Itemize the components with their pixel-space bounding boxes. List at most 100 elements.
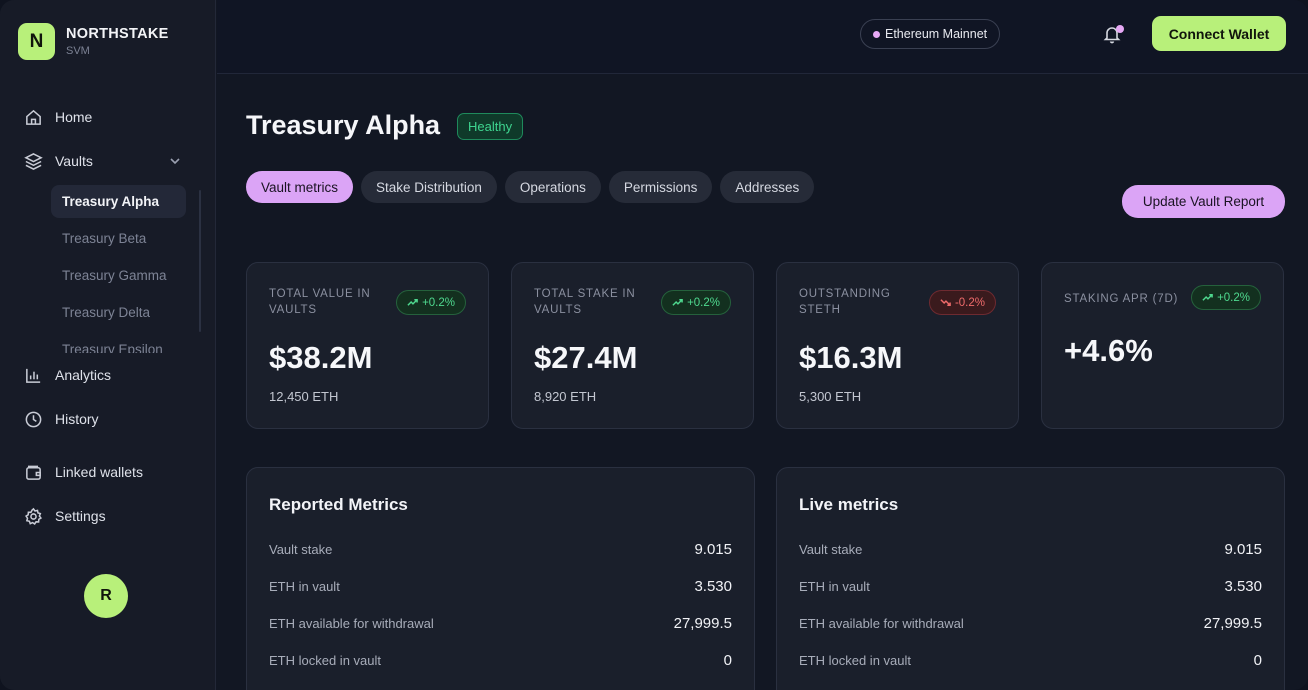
sidebar-item-label: History: [55, 411, 99, 427]
metric-value: 27,999.5: [673, 614, 732, 632]
stat-card-total-stake: TOTAL STAKE IN VAULTS +0.2% $27.4M 8,920…: [511, 262, 754, 429]
avatar[interactable]: R: [84, 574, 128, 618]
brand[interactable]: N NORTHSTAKE SVM: [18, 23, 169, 60]
metric-row: ETH available for withdrawal 27,999.5: [269, 613, 732, 633]
status-dot-icon: [873, 30, 880, 38]
topbar: Ethereum Mainnet Connect Wallet: [217, 0, 1308, 74]
change-badge: +0.2%: [396, 290, 466, 315]
stat-card-outstanding-steth: OUTSTANDING STETH -0.2% $16.3M 5,300 ETH: [776, 262, 1019, 429]
sidebar-item-vaults[interactable]: Vaults: [24, 150, 93, 172]
tab-vault-metrics[interactable]: Vault metrics: [246, 171, 354, 203]
card-title: Live metrics: [799, 495, 899, 514]
metric-label: ETH in vault: [799, 578, 870, 594]
metric-row: ETH locked in vault 0: [269, 650, 732, 670]
change-badge: -0.2%: [928, 290, 996, 315]
metric-label: ETH locked in vault: [799, 652, 911, 668]
bar-chart-icon: [26, 368, 41, 383]
stat-sub: 12,450 ETH: [269, 389, 339, 404]
live-metrics-card: Live metrics Vault stake 9.015 ETH in va…: [776, 467, 1285, 690]
metric-row: ETH locked in vault 0: [799, 650, 1262, 670]
trend-up-icon: [672, 299, 683, 306]
trend-down-icon: [940, 299, 951, 306]
metric-row: ETH in vault 3.530: [269, 576, 732, 596]
brand-logo: N: [18, 23, 55, 60]
tab-operations[interactable]: Operations: [504, 171, 601, 203]
clock-icon: [25, 411, 42, 427]
sidebar-item-label: Vaults: [55, 153, 93, 169]
status-badge: Healthy: [457, 113, 524, 140]
metric-row: ETH available for withdrawal 27,999.5: [799, 613, 1262, 633]
brand-subtitle: SVM: [66, 45, 90, 57]
update-vault-report-button[interactable]: Update Vault Report: [1122, 185, 1285, 218]
metric-value: 0: [1253, 651, 1262, 669]
sidebar-item-settings[interactable]: Settings: [24, 505, 106, 527]
stat-label: TOTAL VALUE IN VAULTS: [269, 288, 371, 316]
metric-label: ETH available for withdrawal: [269, 615, 434, 631]
stat-value: $16.3M: [799, 340, 903, 375]
metric-label: ETH in vault: [269, 578, 340, 594]
card-title: Reported Metrics: [269, 495, 408, 514]
metric-value: 27,999.5: [1203, 614, 1262, 632]
trend-up-icon: [407, 299, 418, 306]
sidebar-item-history[interactable]: History: [24, 408, 99, 430]
vault-item-treasury-beta[interactable]: Treasury Beta: [62, 231, 147, 246]
metric-label: ETH locked in vault: [269, 652, 381, 668]
metric-value: 3.530: [1224, 577, 1262, 595]
stat-card-staking-apr: STAKING APR (7D) +0.2% +4.6%: [1041, 262, 1284, 429]
sidebar-item-label: Analytics: [55, 367, 112, 383]
network-label: Ethereum Mainnet: [885, 27, 988, 41]
change-badge: +0.2%: [1191, 285, 1261, 310]
metric-value: 9.015: [1224, 540, 1262, 558]
change-value: -0.2%: [954, 296, 985, 309]
stat-sub: 8,920 ETH: [534, 389, 597, 404]
network-selector[interactable]: Ethereum Mainnet: [860, 19, 1001, 49]
metric-value: 9.015: [694, 540, 732, 558]
page-title: Treasury Alpha: [246, 110, 441, 140]
metric-value: 3.530: [694, 577, 732, 595]
metric-row: ETH in vault 3.530: [799, 576, 1262, 596]
sidebar-item-label: Settings: [55, 508, 106, 524]
sidebar-item-analytics[interactable]: Analytics: [24, 364, 111, 386]
stat-label: STAKING APR (7D): [1064, 293, 1179, 305]
sidebar-item-home[interactable]: Home: [24, 106, 92, 128]
change-value: +0.2%: [1217, 291, 1250, 304]
metric-value: 0: [723, 651, 732, 669]
notification-badge: [1116, 25, 1124, 33]
metric-row: Vault stake 9.015: [269, 539, 732, 559]
chevron-down-icon[interactable]: [168, 154, 182, 168]
stat-value: $27.4M: [534, 340, 638, 375]
metric-label: Vault stake: [269, 541, 333, 557]
sidebar-item-linked-wallets[interactable]: Linked wallets: [24, 461, 143, 483]
reported-metrics-card: Reported Metrics Vault stake 9.015 ETH i…: [246, 467, 755, 690]
sidebar: N NORTHSTAKE SVM Home Vaults Treasury Al…: [0, 0, 216, 690]
tab-permissions[interactable]: Permissions: [608, 171, 713, 203]
vault-item-treasury-gamma[interactable]: Treasury Gamma: [62, 268, 167, 283]
vault-item-treasury-epsilon[interactable]: Treasury Epsilon: [62, 342, 163, 353]
stat-sub: 5,300 ETH: [799, 389, 862, 404]
metric-label: Vault stake: [799, 541, 863, 557]
stat-value: $38.2M: [269, 340, 373, 375]
layers-icon: [24, 152, 43, 170]
brand-name: NORTHSTAKE: [66, 26, 169, 42]
wallet-icon: [26, 465, 41, 480]
stat-label: TOTAL STAKE IN VAULTS: [534, 288, 636, 316]
sidebar-item-label: Home: [55, 109, 93, 125]
vault-item-treasury-delta[interactable]: Treasury Delta: [62, 305, 151, 320]
stat-label: OUTSTANDING STETH: [799, 288, 891, 316]
gear-icon: [25, 507, 43, 525]
tab-stake-distribution[interactable]: Stake Distribution: [361, 171, 497, 203]
tab-addresses[interactable]: Addresses: [720, 171, 815, 203]
vault-item-treasury-alpha[interactable]: Treasury Alpha: [51, 185, 186, 218]
vault-list: Treasury Alpha Treasury Beta Treasury Ga…: [51, 183, 201, 353]
stat-card-total-value: TOTAL VALUE IN VAULTS +0.2% $38.2M 12,45…: [246, 262, 489, 429]
change-value: +0.2%: [687, 296, 720, 309]
metric-row: Vault stake 9.015: [799, 539, 1262, 559]
stat-value: +4.6%: [1064, 333, 1153, 368]
home-icon: [26, 109, 41, 125]
vault-list-scrollbar[interactable]: [199, 190, 201, 332]
metric-label: ETH available for withdrawal: [799, 615, 964, 631]
tab-bar: Vault metrics Stake Distribution Operati…: [246, 171, 822, 203]
bell-icon[interactable]: [1102, 24, 1124, 44]
connect-wallet-button[interactable]: Connect Wallet: [1152, 16, 1286, 51]
